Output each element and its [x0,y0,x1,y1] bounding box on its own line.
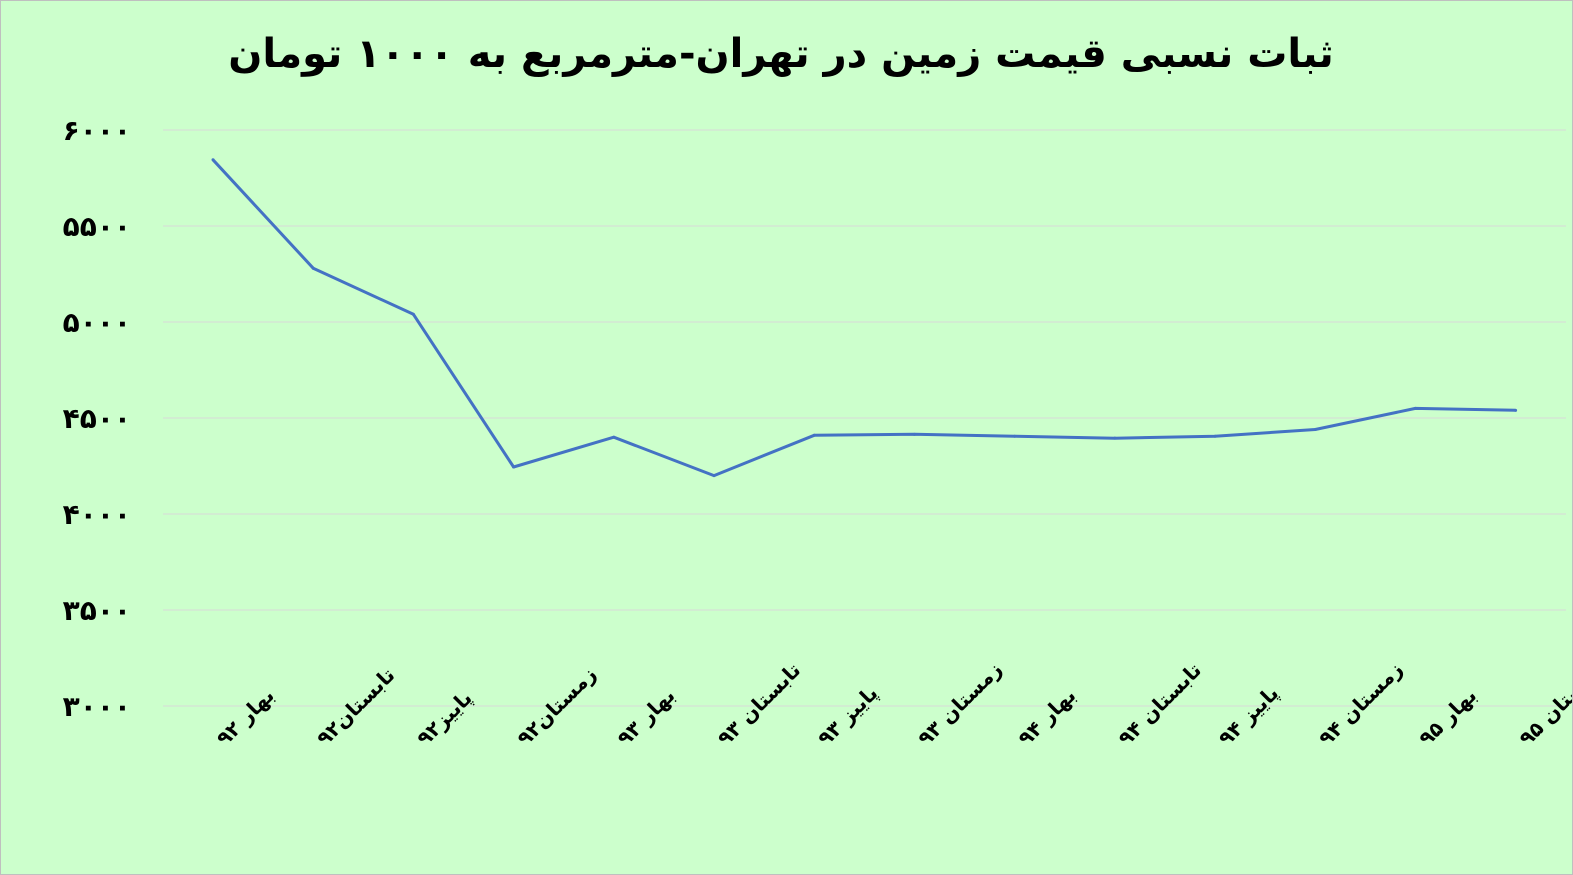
y-tick-label: ۶۰۰۰ [63,114,131,147]
data-point [512,465,516,469]
x-tick-label: زمستان ۹۴ [1314,657,1408,751]
data-point [1514,408,1518,412]
x-tick-label: زمستان ۹۳ [913,657,1007,751]
x-tick-label: تابستان ۹۴ [1113,658,1206,751]
series-line [211,158,1516,478]
x-tick-label: بهار ۹۵ [1414,683,1481,750]
data-point [712,474,716,478]
x-tick-label: بهار ۹۲ [212,683,279,750]
data-point [211,158,215,162]
y-tick-label: ۳۰۰۰ [63,690,131,723]
data-point [311,266,315,270]
data-point [912,432,916,436]
x-tick-label: تابستان ۹۵ [1514,658,1572,751]
data-point [411,312,415,316]
data-point [1113,436,1117,440]
x-tick-label: بهار ۹۴ [1013,683,1080,750]
data-point [812,433,816,437]
data-point [1313,428,1317,432]
gridlines [163,129,1566,707]
y-axis-ticks: ۳۰۰۰ ۳۵۰۰ ۴۰۰۰ ۴۵۰۰ ۵۰۰۰ ۵۵۰۰ ۶۰۰۰ [63,114,131,723]
series-layer [211,158,1518,478]
y-tick-label: ۳۵۰۰ [63,594,131,627]
x-tick-label: پاییز ۹۳ [813,681,883,751]
x-tick-label: بهار ۹۳ [612,683,679,750]
x-tick-label: تابستان۹۲ [312,663,400,751]
data-point [1213,434,1217,438]
x-tick-label: پاییز۹۲ [412,686,477,751]
chart-title: ثبات نسبی قیمت زمین در تهران-مترمربع به … [228,31,1334,77]
y-tick-label: ۴۰۰۰ [63,498,131,531]
y-tick-label: ۵۰۰۰ [63,306,131,339]
data-point [612,435,616,439]
data-point [1013,434,1017,438]
x-tick-label: تابستان ۹۳ [713,658,806,751]
x-tick-label: پاییز ۹۴ [1214,681,1284,751]
y-tick-label: ۵۵۰۰ [63,210,131,243]
data-point [1413,406,1417,410]
y-tick-label: ۴۵۰۰ [63,402,131,435]
